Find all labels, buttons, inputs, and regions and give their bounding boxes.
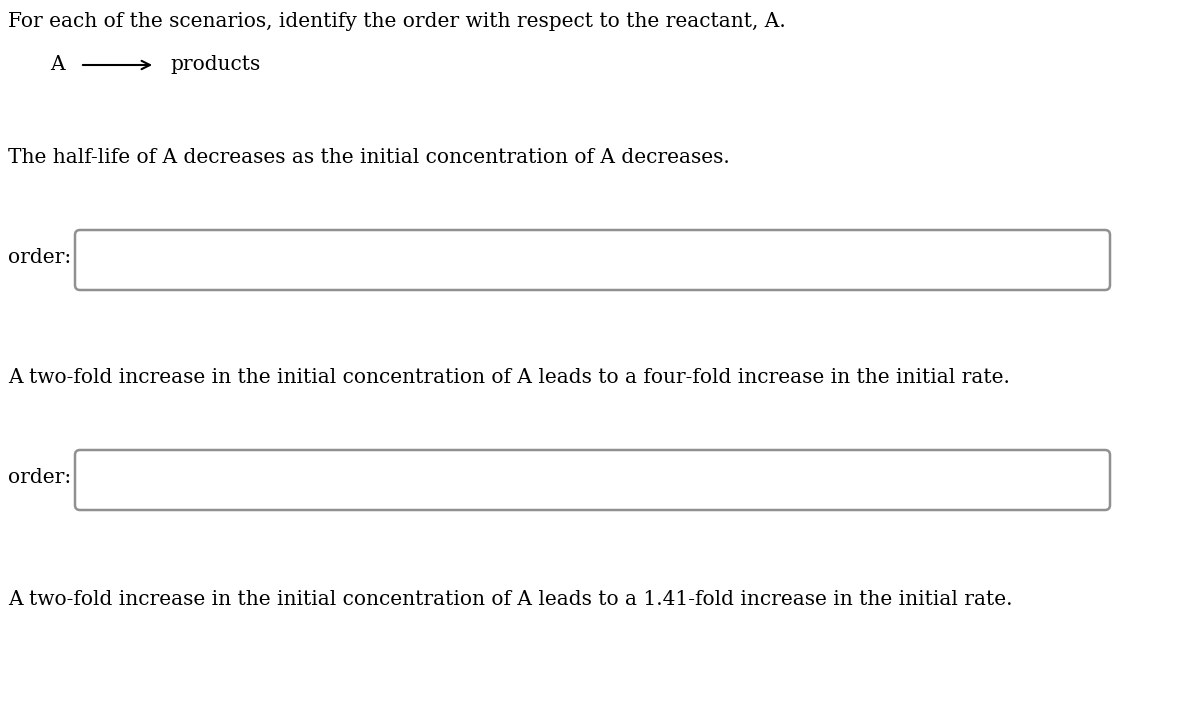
Text: products: products bbox=[170, 55, 260, 74]
Text: For each of the scenarios, identify the order with respect to the reactant, A.: For each of the scenarios, identify the … bbox=[8, 12, 786, 31]
Text: order:: order: bbox=[8, 248, 71, 267]
FancyBboxPatch shape bbox=[74, 230, 1110, 290]
Text: A two-fold increase in the initial concentration of A leads to a 1.41-fold incre: A two-fold increase in the initial conce… bbox=[8, 590, 1013, 609]
Text: The half-life of A decreases as the initial concentration of A decreases.: The half-life of A decreases as the init… bbox=[8, 148, 730, 167]
FancyBboxPatch shape bbox=[74, 450, 1110, 510]
Text: A: A bbox=[50, 55, 65, 74]
Text: A two-fold increase in the initial concentration of A leads to a four-fold incre: A two-fold increase in the initial conce… bbox=[8, 368, 1010, 387]
Text: order:: order: bbox=[8, 468, 71, 487]
